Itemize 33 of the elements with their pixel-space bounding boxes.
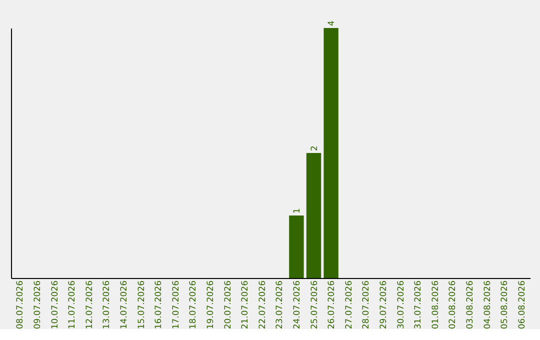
x-tick-label: 17.07.2026	[171, 280, 182, 330]
x-tick-label: 13.07.2026	[102, 280, 112, 330]
x-tick-label: 27.07.2026	[344, 280, 354, 330]
x-tick-label: 16.07.2026	[154, 280, 164, 330]
x-tick-label: 18.07.2026	[188, 280, 199, 330]
data-label: 1	[292, 208, 302, 214]
x-tick-label: 22.07.2026	[258, 280, 268, 330]
x-tick-label: 02.08.2026	[448, 280, 458, 330]
x-tick-label: 31.07.2026	[414, 280, 424, 330]
x-tick-label: 21.07.2026	[240, 280, 251, 330]
x-tick-label: 24.07.2026	[292, 280, 302, 330]
x-tick-label: 05.08.2026	[500, 280, 510, 330]
x-tick-label: 19.07.2026	[206, 280, 216, 330]
data-label: 4	[327, 20, 338, 26]
x-tick-label: 15.07.2026	[136, 280, 147, 330]
x-tick-label: 06.08.2026	[517, 280, 528, 330]
x-tick-label: 20.07.2026	[223, 280, 234, 330]
x-tick-label: 04.08.2026	[482, 280, 493, 330]
x-tick-label: 26.07.2026	[327, 280, 338, 330]
x-tick-label: 01.08.2026	[430, 280, 441, 330]
x-tick-label: 28.07.2026	[362, 280, 372, 330]
x-tick-label: 08.07.2026	[16, 280, 26, 330]
x-tick-label: 29.07.2026	[378, 280, 389, 330]
x-tick-label: 14.07.2026	[119, 280, 130, 330]
x-tick-label: 03.08.2026	[465, 280, 476, 330]
x-tick-label: 30.07.2026	[396, 280, 406, 330]
x-tick-label: 09.07.2026	[32, 280, 43, 330]
x-tick-label: 23.07.2026	[275, 280, 286, 330]
data-label: 2	[310, 146, 320, 151]
x-tick-label: 10.07.2026	[50, 280, 60, 330]
x-tick-label: 25.07.2026	[310, 280, 320, 330]
x-tick-label: 12.07.2026	[84, 280, 95, 330]
x-tick-label: 11.07.2026	[68, 280, 78, 330]
